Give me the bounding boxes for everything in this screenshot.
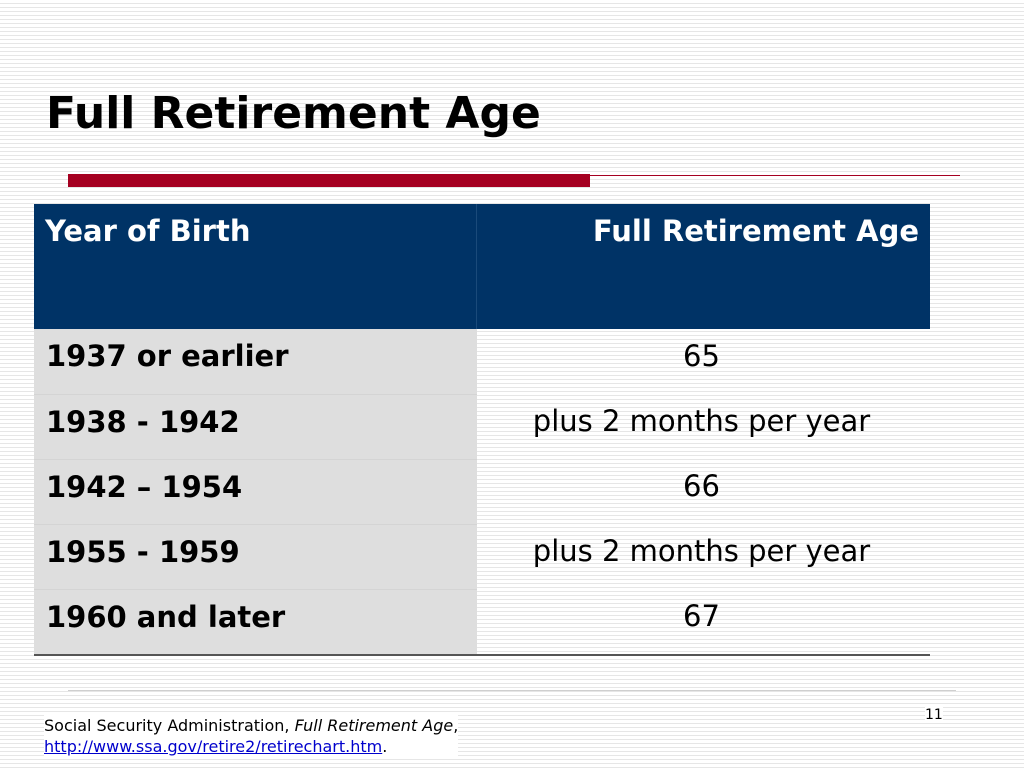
citation-link[interactable]: http://www.ssa.gov/retire2/retirechart.h…: [44, 737, 383, 756]
birth-year-cell: 1937 or earlier: [34, 329, 477, 394]
citation-title: Full Retirement Age: [294, 716, 454, 735]
retirement-age-cell: 66: [683, 469, 720, 503]
slide-title: Full Retirement Age: [46, 88, 541, 139]
citation-period: .: [382, 737, 388, 756]
source-citation: Social Security Administration, Full Ret…: [44, 715, 459, 757]
table-row: 1938 - 1942 plus 2 months per year: [34, 394, 930, 459]
retirement-age-cell: 67: [683, 599, 720, 633]
birth-year-cell: 1942 – 1954: [34, 459, 477, 524]
table-row: 1960 and later 67: [34, 589, 930, 654]
table-row: 1955 - 1959 plus 2 months per year: [34, 524, 930, 589]
retirement-age-cell: plus 2 months per year: [532, 404, 871, 438]
birth-year-cell: 1955 - 1959: [34, 524, 477, 589]
page-number: 11: [925, 707, 943, 723]
retirement-age-cell: plus 2 months per year: [532, 534, 871, 568]
header-full-retirement-age: Full Retirement Age: [477, 204, 930, 329]
retirement-age-table: Year of Birth Full Retirement Age 1937 o…: [34, 204, 930, 656]
footer-divider: [68, 690, 956, 691]
table-header-row: Year of Birth Full Retirement Age: [34, 204, 930, 329]
table-row: 1942 – 1954 66: [34, 459, 930, 524]
birth-year-cell: 1960 and later: [34, 589, 477, 654]
header-year-of-birth: Year of Birth: [34, 204, 477, 329]
citation-source: Social Security Administration,: [44, 716, 295, 735]
citation-comma: ,: [453, 716, 459, 735]
title-underline-rule: [590, 175, 960, 176]
title-underline-accent: [68, 174, 590, 187]
birth-year-cell: 1938 - 1942: [34, 394, 477, 459]
retirement-age-cell: 65: [683, 339, 720, 373]
table-row: 1937 or earlier 65: [34, 329, 930, 394]
